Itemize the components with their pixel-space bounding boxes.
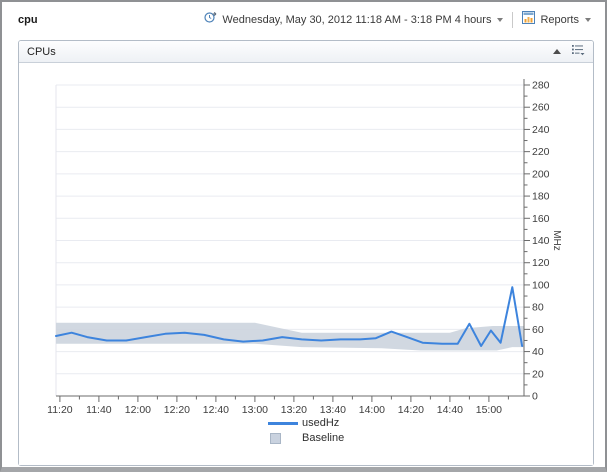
svg-text:180: 180 [532, 191, 550, 203]
svg-text:11:20: 11:20 [47, 404, 73, 415]
reports-button-label[interactable]: Reports [540, 14, 579, 26]
svg-text:60: 60 [532, 324, 544, 336]
page-title: cpu [18, 14, 38, 26]
time-range-dropdown-icon[interactable] [497, 18, 504, 22]
collapse-panel-icon[interactable] [553, 49, 561, 54]
svg-text:15:00: 15:00 [476, 404, 502, 415]
svg-text:13:20: 13:20 [281, 404, 307, 415]
legend-area-swatch [270, 432, 281, 444]
cpus-panel: CPUs 0 20 40 60 80 100 120 140 160 180 [18, 40, 594, 466]
svg-text:12:40: 12:40 [203, 404, 229, 415]
svg-text:14:20: 14:20 [398, 404, 424, 415]
svg-text:MHz: MHz [551, 230, 562, 251]
svg-text:13:00: 13:00 [242, 404, 268, 415]
svg-text:11:40: 11:40 [86, 404, 112, 415]
panel-options-icon[interactable] [571, 43, 585, 61]
chart-legend: usedHz Baseline [19, 417, 593, 444]
panel-header-actions [553, 43, 585, 61]
reports-icon [522, 11, 536, 29]
time-range-icon [204, 11, 217, 29]
toolbar-right-group: Wednesday, May 30, 2012 11:18 AM - 3:18 … [204, 11, 591, 29]
legend-item-baseline: Baseline [264, 432, 348, 444]
svg-text:12:20: 12:20 [164, 404, 190, 415]
svg-text:13:40: 13:40 [320, 404, 346, 415]
svg-text:0: 0 [532, 391, 538, 403]
cpu-chart-area: 0 20 40 60 80 100 120 140 160 180 200 220 240 260 280 1… [19, 63, 593, 465]
svg-text:280: 280 [532, 80, 550, 92]
toolbar-separator [512, 12, 514, 28]
cpus-panel-title: CPUs [27, 45, 56, 58]
svg-text:12:00: 12:00 [125, 404, 151, 415]
reports-dropdown-icon[interactable] [585, 18, 591, 22]
cpus-panel-header: CPUs [19, 41, 593, 63]
svg-text:100: 100 [532, 279, 550, 291]
svg-text:40: 40 [532, 346, 544, 358]
legend-label-baseline: Baseline [302, 432, 345, 444]
svg-text:20: 20 [532, 368, 544, 380]
legend-line-swatch [268, 421, 298, 425]
svg-text:14:00: 14:00 [359, 404, 385, 415]
svg-text:14:40: 14:40 [437, 404, 463, 415]
cpu-usage-chart: 0 20 40 60 80 100 120 140 160 180 200 220 240 260 280 1… [47, 79, 562, 415]
svg-text:260: 260 [532, 102, 550, 114]
toolbar: cpu Wednesday, May 30, 2012 11:18 AM - 3… [2, 2, 605, 38]
svg-text:140: 140 [532, 235, 550, 247]
svg-text:120: 120 [532, 257, 550, 269]
legend-label-usedhz: usedHz [302, 417, 340, 429]
legend-item-usedhz: usedHz [264, 417, 348, 429]
svg-text:200: 200 [532, 168, 550, 180]
time-range-label[interactable]: Wednesday, May 30, 2012 11:18 AM - 3:18 … [222, 14, 492, 26]
svg-text:80: 80 [532, 302, 544, 314]
svg-text:240: 240 [532, 124, 550, 136]
svg-text:160: 160 [532, 213, 550, 225]
svg-text:220: 220 [532, 146, 550, 158]
